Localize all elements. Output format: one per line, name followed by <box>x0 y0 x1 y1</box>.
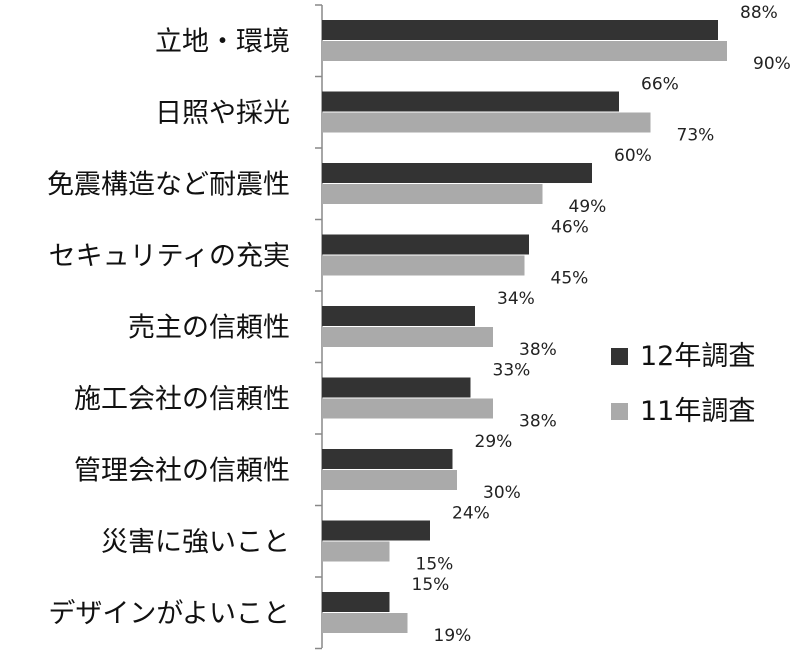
bar-series-1 <box>322 20 718 40</box>
bar-series-1 <box>322 520 430 541</box>
value-label: 66% <box>641 75 679 95</box>
value-label: 45% <box>551 269 589 289</box>
category-label: 管理会社の信頼性 <box>74 456 290 487</box>
value-label: 24% <box>452 504 490 524</box>
legend-label: 12年調査 <box>640 341 755 372</box>
value-label: 19% <box>434 626 472 646</box>
category-labels: 立地・環境日照や採光免震構造など耐震性セキュリティの充実売主の信頼性施工会社の信… <box>47 27 290 630</box>
bar-series-2 <box>322 541 390 562</box>
bar-series-2 <box>322 398 493 419</box>
value-label: 33% <box>493 361 531 381</box>
bar-series-2 <box>322 112 651 133</box>
y-axis-ticks <box>315 4 322 650</box>
bar-series-1 <box>322 377 471 398</box>
value-label: 15% <box>412 575 450 595</box>
bar-series-1 <box>322 449 453 469</box>
value-label: 30% <box>483 483 521 503</box>
category-label: セキュリティの充実 <box>49 241 290 272</box>
value-labels: 88%90%66%73%60%49%46%45%34%38%33%38%29%3… <box>412 3 791 646</box>
value-label: 15% <box>416 555 454 575</box>
value-label: 46% <box>551 218 589 238</box>
category-label: 災害に強いこと <box>101 527 290 558</box>
bar-series-1 <box>322 91 619 112</box>
legend: 12年調査 11年調査 <box>611 341 755 427</box>
bar-series-1 <box>322 592 390 612</box>
legend-swatch <box>611 348 628 365</box>
bar-series-2 <box>322 255 525 276</box>
value-label: 60% <box>614 146 652 166</box>
value-label: 29% <box>475 432 513 452</box>
legend-label: 11年調査 <box>640 396 755 427</box>
bar-series-1 <box>322 306 475 326</box>
bar-series-2 <box>322 184 543 204</box>
category-label: デザインがよいこと <box>48 599 290 630</box>
bar-series-2 <box>322 470 457 490</box>
value-label: 90% <box>753 54 791 74</box>
value-label: 38% <box>519 412 557 432</box>
bars <box>322 20 727 633</box>
category-label: 免震構造など耐震性 <box>47 170 290 201</box>
category-label: 施工会社の信頼性 <box>74 384 290 415</box>
value-label: 49% <box>569 197 607 217</box>
legend-swatch <box>611 403 628 420</box>
bar-series-1 <box>322 234 529 255</box>
value-label: 73% <box>677 126 715 146</box>
category-label: 日照や採光 <box>155 98 290 129</box>
bar-series-1 <box>322 163 592 183</box>
value-label: 38% <box>519 340 557 360</box>
bar-series-2 <box>322 327 493 347</box>
bar-series-2 <box>322 41 727 61</box>
bar-series-2 <box>322 613 408 633</box>
category-label: 立地・環境 <box>155 27 290 58</box>
value-label: 34% <box>497 289 535 309</box>
category-label: 売主の信頼性 <box>128 313 290 344</box>
value-label: 88% <box>740 3 778 23</box>
